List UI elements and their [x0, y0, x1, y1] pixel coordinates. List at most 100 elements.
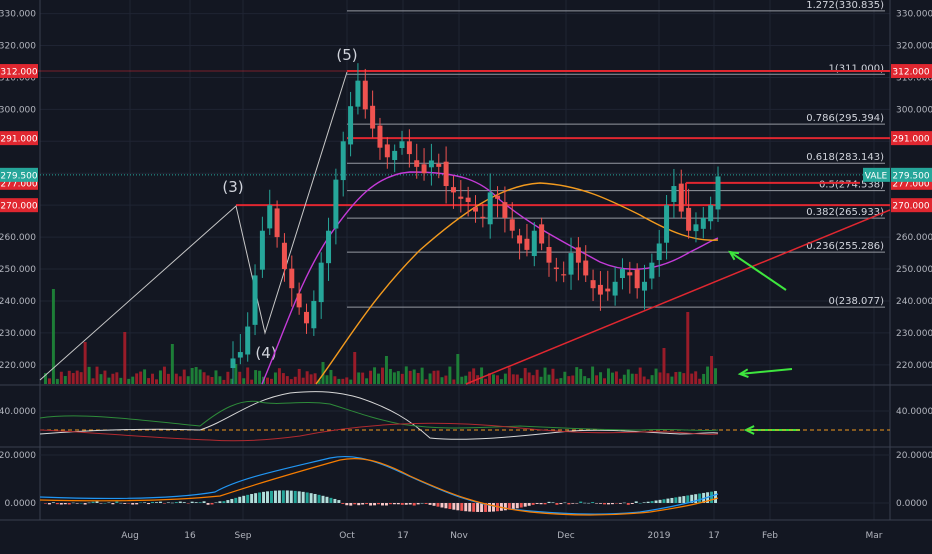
macd-hist-bar [638, 503, 642, 504]
candle-body [597, 284, 603, 295]
volume-bar [329, 369, 333, 384]
macd-hist-bar [198, 502, 202, 503]
volume-bar [333, 376, 337, 384]
level-badge-left-text: 291.000 [0, 135, 37, 145]
macd-hist-bar [488, 503, 492, 512]
fib-label: 0.5(274.538) [819, 180, 884, 191]
macd-hist-bar [444, 503, 448, 509]
fib-label: 1(311.000) [828, 63, 884, 74]
macd-hist-bar [75, 503, 79, 504]
macd-hist-bar [305, 492, 309, 503]
volume-bar [95, 366, 99, 384]
macd-hist-bar [381, 503, 384, 506]
volume-bar [87, 366, 91, 384]
candle-body [465, 197, 471, 202]
time-tick-label: Sep [235, 531, 252, 541]
macd-hist-bar [242, 495, 246, 503]
volume-bar [642, 376, 646, 384]
volume-bar [71, 373, 75, 384]
macd-hist-bar [361, 503, 365, 505]
time-tick-label: 17 [708, 531, 719, 541]
fib-label: 1.272(330.835) [806, 0, 884, 11]
time-tick-label: 16 [184, 531, 196, 541]
volume-bar [139, 371, 143, 384]
macd-hist-bar [313, 493, 317, 503]
macd-hist-bar [527, 503, 531, 506]
volume-bar [571, 375, 575, 384]
price-tick-label-right: 260.000 [896, 233, 932, 243]
macd-hist-bar [99, 503, 103, 504]
volume-bar [357, 372, 361, 384]
volume-bar [285, 376, 289, 384]
level-badge-left [0, 198, 38, 213]
volume-bar [321, 362, 325, 384]
macd-hist-bar [384, 503, 388, 506]
candle-body [414, 160, 420, 167]
volume-bar [420, 367, 424, 384]
candle-body [458, 196, 464, 199]
volume-bar [507, 367, 511, 384]
volume-bar [686, 312, 690, 384]
candle-body [583, 260, 589, 276]
moving-averages [261, 171, 719, 385]
fibonacci-levels: 1.272(330.835) 1(311.000) 0.786(295.394) 0.… [347, 0, 885, 308]
time-tick-label: Mar [866, 531, 883, 541]
volume-bar [325, 375, 329, 384]
volume-bar [75, 370, 79, 384]
volume-bar [694, 371, 698, 384]
macd-hist-bar [583, 502, 587, 504]
candle-body [509, 219, 515, 231]
volume-bar [559, 378, 563, 384]
macd-hist-bar [87, 502, 91, 504]
macd-hist-bar [135, 503, 139, 505]
candle-body [612, 281, 618, 296]
macd-hist-bar [317, 494, 321, 503]
macd-hist-bar [210, 503, 214, 505]
macd-hist-bar [468, 503, 472, 512]
macd-hist-bar [230, 498, 234, 503]
candle-body [355, 80, 361, 107]
volume-bar [361, 372, 365, 384]
volume-bar [353, 352, 357, 384]
macd-hist-bar [714, 491, 717, 503]
macd-hist-bar [353, 503, 357, 505]
macd-hist-bar [555, 503, 559, 505]
price-tick-label-right: 310.000 [896, 73, 932, 83]
macd-hist-bar [595, 503, 599, 504]
volume-bar [650, 375, 654, 384]
macd-hist-bar [79, 502, 83, 504]
macd-hist-bar [111, 503, 115, 505]
candle-body [605, 288, 611, 292]
volume-bar [83, 342, 87, 384]
macd-hist-bar [44, 503, 47, 504]
volume-bar [345, 377, 349, 384]
price-tick-label-left: 260.000 [0, 233, 36, 243]
volume-bar [210, 376, 214, 384]
price-tick-label-left: 330.000 [0, 10, 36, 20]
macd-hist-bar [258, 492, 262, 503]
macd-hist-bar [507, 503, 511, 510]
macd-hist-bar [325, 496, 329, 503]
macd-hist-bar [71, 502, 75, 504]
candle-body [296, 293, 302, 308]
volume-bar [170, 344, 174, 384]
volume-bar [158, 370, 162, 384]
macd-hist-bar [59, 503, 63, 505]
volume-bar [384, 356, 388, 384]
macd-hist-bar [559, 503, 563, 505]
macd-hist-bar [523, 503, 527, 507]
volume-bar [135, 373, 139, 384]
candle-body [318, 262, 324, 303]
volume-bar [392, 372, 396, 384]
level-badge-right [891, 64, 932, 79]
candle-body [524, 238, 530, 250]
macd-hist-bar [622, 502, 626, 504]
volume-bar [226, 371, 230, 384]
price-tick-label-right: 300.000 [896, 105, 932, 115]
main-pane [40, 0, 890, 384]
volume-bar [131, 376, 135, 384]
candle-body [495, 195, 501, 199]
macd-hist-bar [51, 502, 55, 503]
volume-bar [400, 373, 404, 384]
